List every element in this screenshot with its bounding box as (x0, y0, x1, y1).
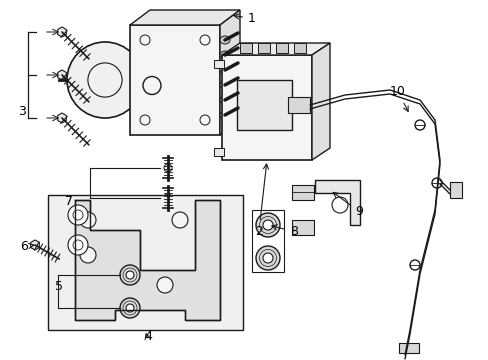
Polygon shape (311, 43, 329, 160)
Text: 5: 5 (55, 280, 63, 293)
Ellipse shape (220, 81, 229, 89)
Circle shape (157, 277, 173, 293)
Polygon shape (220, 10, 240, 135)
Ellipse shape (220, 51, 229, 59)
Ellipse shape (220, 66, 229, 74)
Bar (287, 97, 309, 113)
Text: 1: 1 (233, 12, 255, 25)
Bar (48, 195, 243, 330)
Bar (240, 43, 251, 53)
Bar (449, 182, 461, 198)
Polygon shape (58, 27, 66, 37)
Text: 7: 7 (65, 195, 73, 208)
Circle shape (172, 212, 187, 228)
Circle shape (163, 164, 172, 172)
Circle shape (80, 212, 96, 228)
Circle shape (256, 246, 280, 270)
Bar (291, 185, 313, 200)
Bar (398, 343, 418, 353)
Circle shape (120, 298, 140, 318)
Text: 3: 3 (18, 105, 26, 118)
Circle shape (163, 194, 172, 202)
Circle shape (68, 235, 88, 255)
Polygon shape (222, 43, 329, 55)
Circle shape (67, 42, 142, 118)
Bar (293, 43, 305, 53)
Polygon shape (58, 70, 66, 80)
Circle shape (126, 271, 134, 279)
Text: 4: 4 (144, 330, 152, 343)
Bar (251, 210, 284, 272)
Polygon shape (75, 200, 220, 320)
Bar (275, 43, 287, 53)
Circle shape (68, 205, 88, 225)
Bar (214, 60, 224, 68)
Circle shape (80, 247, 96, 263)
Circle shape (120, 265, 140, 285)
Ellipse shape (220, 96, 229, 104)
Text: 10: 10 (389, 85, 407, 112)
Bar (237, 80, 291, 130)
Text: 2: 2 (254, 164, 268, 238)
Circle shape (263, 253, 272, 263)
Text: 9: 9 (332, 192, 362, 218)
Circle shape (256, 213, 280, 237)
Bar (214, 148, 224, 156)
Text: 8: 8 (271, 225, 297, 238)
Polygon shape (314, 180, 359, 225)
Circle shape (263, 220, 272, 230)
Ellipse shape (220, 36, 229, 44)
Bar (130, 25, 220, 135)
Polygon shape (130, 10, 240, 25)
Polygon shape (58, 113, 66, 123)
Text: 6: 6 (20, 240, 34, 253)
Bar (291, 220, 313, 235)
Bar (222, 55, 311, 160)
Circle shape (126, 304, 134, 312)
Ellipse shape (220, 111, 229, 119)
Bar (258, 43, 269, 53)
Polygon shape (31, 240, 39, 250)
